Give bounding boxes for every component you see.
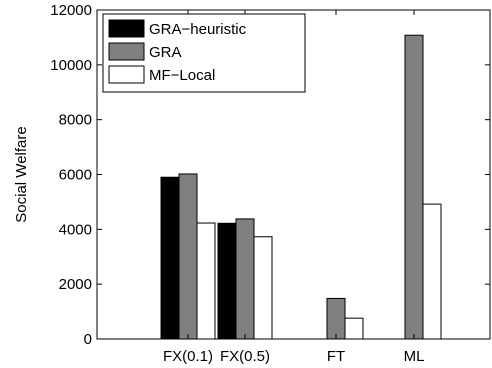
bar-ml-series-2 (422, 203, 442, 340)
bar-fx05-series-1 (235, 218, 255, 340)
x-tick-label: FT (327, 348, 345, 365)
bar-ft-series-1 (326, 297, 346, 340)
y-tick-label: 10000 (50, 57, 92, 74)
y-tick-label: 8000 (59, 112, 92, 129)
y-tick-label: 4000 (59, 221, 92, 238)
y-tick-label: 12000 (50, 2, 92, 19)
y-tick-label: 0 (84, 331, 92, 348)
x-tick-label: ML (404, 348, 425, 365)
legend-swatch (108, 19, 145, 38)
bars-layer (160, 34, 442, 340)
bar-ft-series-2 (344, 317, 364, 340)
legend-entry: MF−Local (149, 67, 215, 84)
bar-fx05-series-0 (217, 222, 237, 340)
bar-fx05-series-2 (253, 236, 273, 340)
legend: GRA−heuristic GRA MF−Local (102, 13, 306, 93)
y-axis-label: Social Welfare (13, 126, 30, 222)
x-tick-label: FX(0.5) (220, 348, 270, 365)
x-axis: FX(0.1) FX(0.5) FT ML (163, 10, 424, 365)
bar-ml-series-1 (404, 34, 424, 340)
legend-swatch (108, 65, 145, 84)
x-tick-label: FX(0.1) (163, 348, 213, 365)
y-tick-label: 2000 (59, 276, 92, 293)
bar-fx01-series-0 (160, 176, 180, 340)
legend-entry: GRA−heuristic (149, 21, 247, 38)
y-axis: 0 2000 4000 6000 8000 10000 12000 (50, 2, 490, 348)
legend-swatch (108, 42, 145, 61)
y-tick-label: 6000 (59, 167, 92, 184)
legend-entry: GRA (149, 44, 182, 61)
bar-fx01-series-1 (178, 173, 198, 340)
bar-fx01-series-2 (196, 222, 216, 340)
